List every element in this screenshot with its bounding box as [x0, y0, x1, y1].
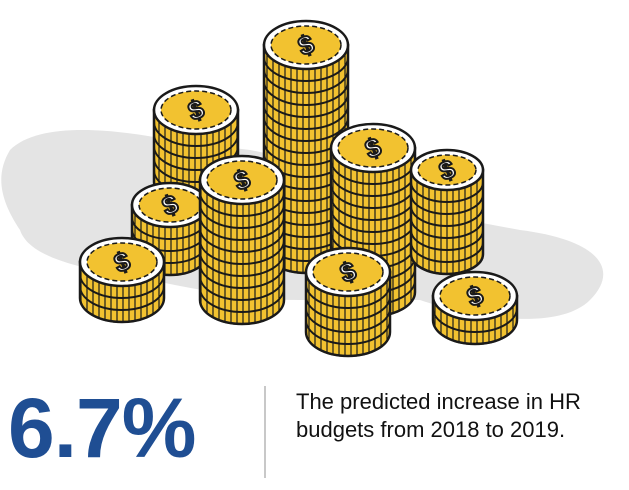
- stat-description: The predicted increase in HR budgets fro…: [296, 389, 581, 442]
- stat-value: 6.7%: [8, 381, 196, 475]
- coin-stack: $: [409, 148, 485, 276]
- divider: [264, 386, 266, 478]
- coin-stack: $: [431, 270, 519, 346]
- coin-stack: $: [78, 236, 166, 324]
- coin-stacks-illustration: $$$$$$$ $$: [1, 19, 604, 358]
- coin-stack: $: [198, 154, 286, 326]
- coin-stack: $: [304, 246, 392, 358]
